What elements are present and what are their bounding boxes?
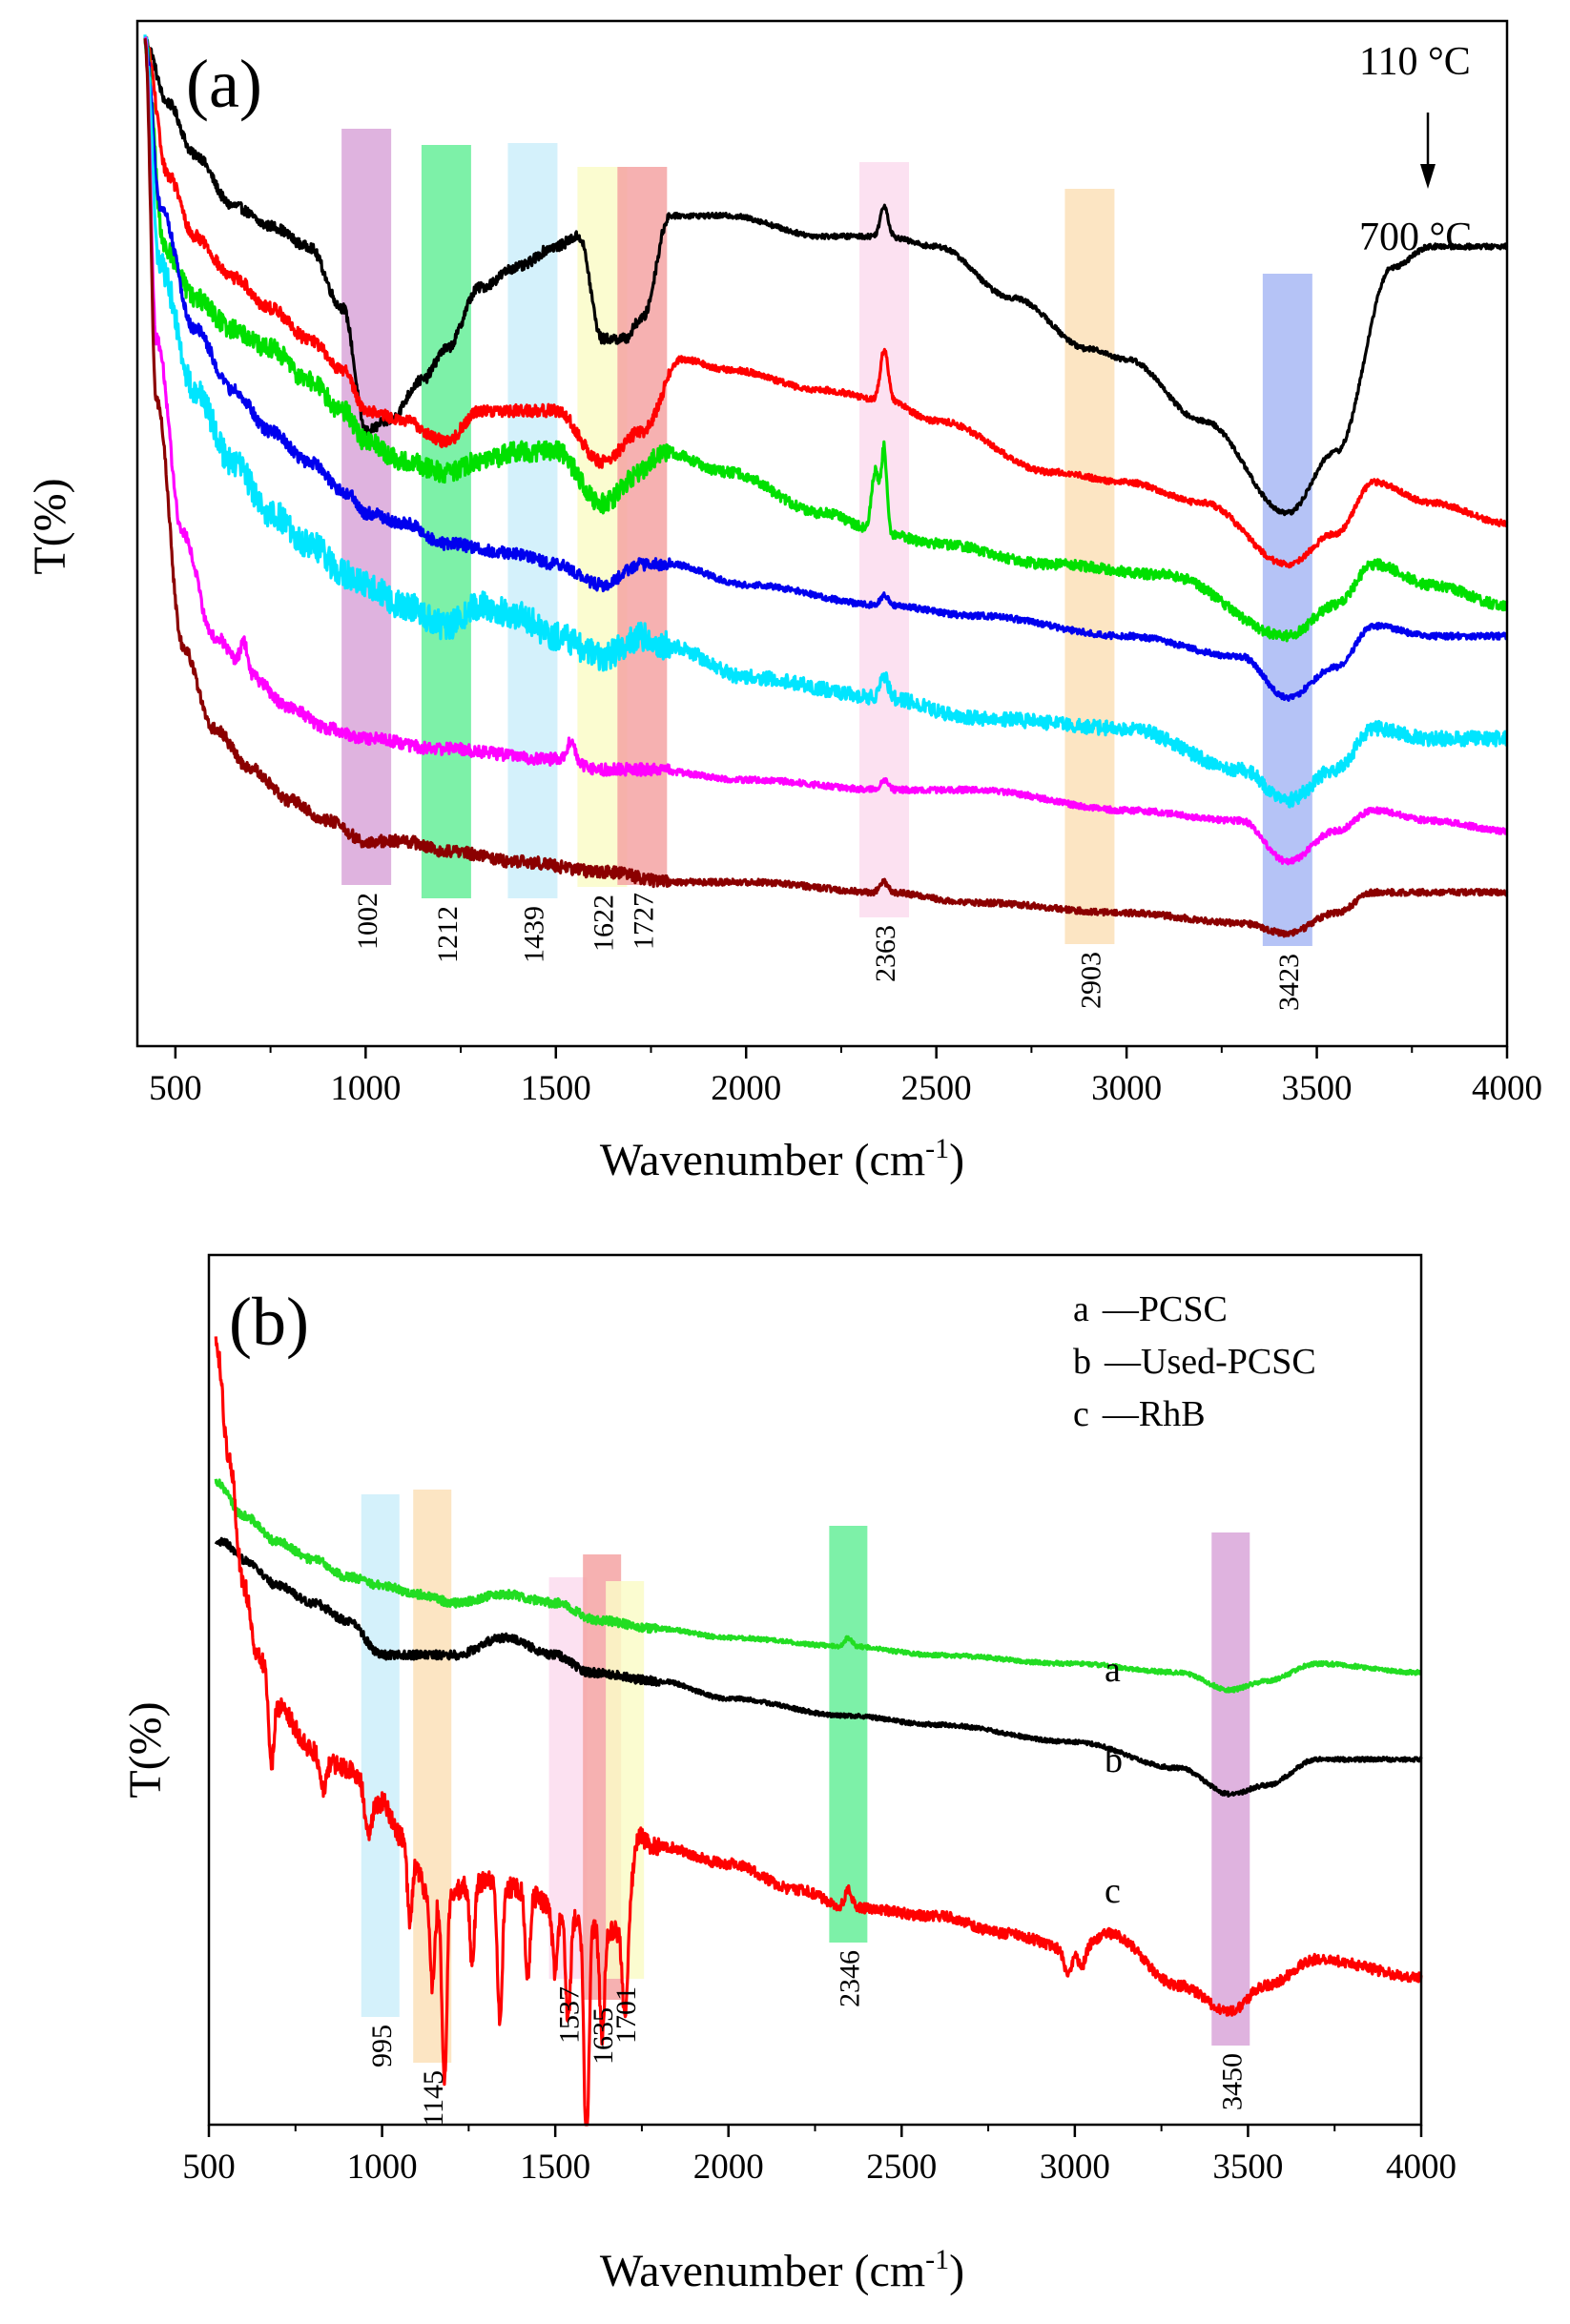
x-tick-label-500: 500: [182, 2148, 236, 2187]
band-1212: [421, 145, 471, 898]
band-1145: [413, 1490, 452, 2063]
peak-label-2903: 2903: [1075, 952, 1106, 1009]
x-tick-label-3500: 3500: [1212, 2148, 1283, 2187]
x-tick-label-2000: 2000: [693, 2148, 764, 2187]
band-1701: [606, 1581, 645, 1979]
series-line-0: [143, 37, 1509, 517]
x-tick-label-1500: 1500: [520, 2148, 590, 2187]
x-tick-label-1000: 1000: [347, 2148, 418, 2187]
band-995: [361, 1494, 400, 2017]
temp-start-label: 110 °C: [1359, 40, 1471, 84]
panel-b-series: [214, 1336, 1423, 2127]
band-2363: [859, 162, 910, 917]
temp-arrow: [1420, 113, 1436, 189]
peak-label-1212: 1212: [432, 906, 464, 963]
panel-a-ylabel: T(%): [25, 478, 75, 574]
peak-label-1439: 1439: [518, 906, 549, 963]
peak-label-995: 995: [366, 2025, 398, 2067]
series-line-c: [214, 1336, 1423, 2127]
x-tick-label-500: 500: [149, 1069, 202, 1108]
peak-label-1727: 1727: [628, 893, 659, 950]
series-line-4: [143, 34, 1509, 809]
panel-b-label: (b): [229, 1284, 309, 1360]
panel-a-peak-labels: 1002 1212 1439 1622 1727 2363 2903 3423: [352, 893, 1305, 1011]
peak-label-3450: 3450: [1216, 2053, 1248, 2110]
band-1537: [548, 1577, 588, 1979]
series-a-label: a: [1105, 1650, 1121, 1690]
peak-label-3423: 3423: [1273, 954, 1305, 1011]
series-line-6: [143, 38, 1509, 938]
band-1727: [617, 167, 668, 885]
temp-end-label: 700 °C: [1359, 216, 1472, 259]
panel-a-xlabel: Wavenumber (cm-1): [600, 1133, 964, 1185]
x-tick-label-3000: 3000: [1040, 2148, 1110, 2187]
x-tick-label-3000: 3000: [1091, 1069, 1162, 1108]
series-line-3: [143, 36, 1508, 702]
panel-b: 500 1000 1500 2000 2500 3000 3500 4000 995 1145 1…: [120, 1253, 1456, 2296]
legend-item-b: b —Used-PCSC: [1073, 1342, 1316, 1382]
panel-a-label: (a): [186, 46, 262, 122]
band-3423: [1262, 274, 1312, 946]
panel-b-xlabel: Wavenumber (cm-1): [600, 2244, 964, 2296]
legend-item-a: a —PCSC: [1073, 1289, 1228, 1329]
x-tick-label-1000: 1000: [330, 1069, 401, 1108]
series-line-2: [143, 36, 1509, 643]
panel-b-axes: 500 1000 1500 2000 2500 3000 3500 4000: [182, 1253, 1456, 2187]
series-line-a: [214, 1478, 1423, 1694]
peak-label-1622: 1622: [588, 895, 619, 952]
x-tick-label-4000: 4000: [1472, 1069, 1542, 1108]
panel-a: 500 1000 1500 2000 2500 3000 3500 4000 1002 1212…: [25, 19, 1542, 1185]
panel-a-bands: [341, 129, 1312, 946]
x-tick-label-1500: 1500: [521, 1069, 591, 1108]
peak-label-2363: 2363: [870, 925, 901, 982]
peak-label-1635: 1635: [588, 2007, 619, 2065]
peak-label-2346: 2346: [834, 1950, 865, 2007]
x-tick-label-2500: 2500: [901, 1069, 972, 1108]
peak-label-1537: 1537: [554, 1986, 586, 2044]
x-tick-label-4000: 4000: [1386, 2148, 1456, 2187]
panel-b-bands: [361, 1490, 1250, 2063]
panel-b-ylabel: T(%): [120, 1701, 171, 1798]
legend: a —PCSC b —Used-PCSC c —RhB: [1073, 1289, 1316, 1434]
series-line-5: [144, 36, 1509, 866]
plot-frame: [135, 19, 1509, 1048]
legend-item-c: c —RhB: [1073, 1394, 1206, 1434]
panel-a-axes: 500 1000 1500 2000 2500 3000 3500 4000: [135, 19, 1542, 1108]
x-tick-label-3500: 3500: [1282, 1069, 1353, 1108]
x-tick-label-2000: 2000: [711, 1069, 781, 1108]
x-tick-label-2500: 2500: [866, 2148, 937, 2187]
band-2346: [829, 1526, 868, 1943]
peak-label-1701: 1701: [610, 1986, 642, 2044]
peak-label-1002: 1002: [352, 893, 383, 950]
series-c-label: c: [1105, 1871, 1121, 1911]
series-line-1: [144, 35, 1509, 569]
band-1002: [341, 129, 392, 885]
series-line-b: [214, 1536, 1423, 1798]
panel-a-series: [143, 34, 1509, 938]
series-b-label: b: [1105, 1740, 1123, 1780]
peak-label-1145: 1145: [418, 2070, 449, 2127]
